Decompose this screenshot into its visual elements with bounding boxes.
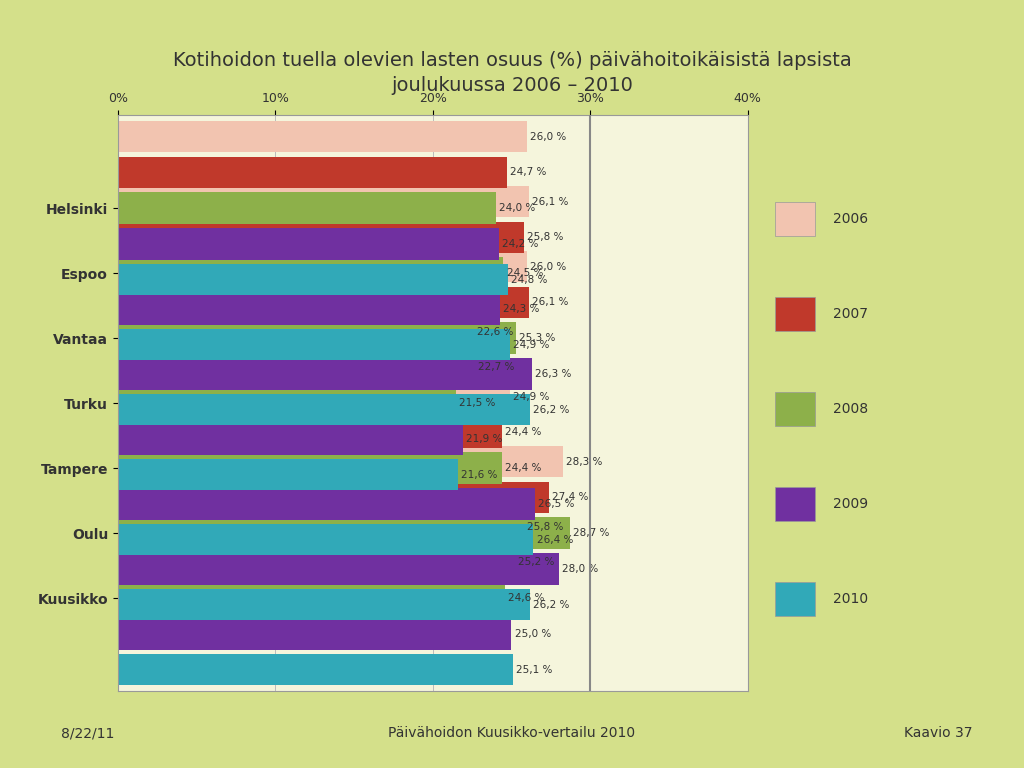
Text: 25,3 %: 25,3 %	[519, 333, 556, 343]
Text: 26,5 %: 26,5 %	[539, 499, 574, 509]
Text: 24,9 %: 24,9 %	[513, 392, 549, 402]
FancyBboxPatch shape	[775, 392, 815, 426]
Bar	[118, 518, 569, 549]
Text: 26,0 %: 26,0 %	[530, 131, 566, 141]
FancyBboxPatch shape	[775, 202, 815, 237]
Bar	[118, 323, 516, 354]
Text: 24,7 %: 24,7 %	[510, 167, 546, 177]
Text: 24,8 %: 24,8 %	[511, 275, 548, 285]
Text: 24,5 %: 24,5 %	[507, 268, 543, 278]
Bar	[118, 482, 549, 513]
Text: Päivähoidon Kuusikko-vertailu 2010: Päivähoidon Kuusikko-vertailu 2010	[388, 727, 636, 740]
Bar	[118, 293, 501, 325]
Bar	[118, 186, 528, 217]
Bar	[118, 121, 527, 152]
Bar	[118, 553, 559, 584]
Text: 21,9 %: 21,9 %	[466, 434, 502, 444]
Bar	[118, 329, 510, 360]
Bar	[118, 157, 507, 188]
Text: 28,3 %: 28,3 %	[566, 457, 603, 467]
Text: 27,4 %: 27,4 %	[552, 492, 589, 502]
Text: 21,6 %: 21,6 %	[461, 470, 498, 480]
Text: Kotihoidon tuella olevien lasten osuus (%) päivähoitoikäisistä lapsista
joulukuu: Kotihoidon tuella olevien lasten osuus (…	[173, 51, 851, 95]
Bar	[118, 423, 463, 455]
Text: 22,7 %: 22,7 %	[478, 362, 515, 372]
Text: 25,8 %: 25,8 %	[527, 233, 563, 243]
Bar	[118, 589, 530, 621]
Bar	[118, 582, 505, 614]
Text: 26,2 %: 26,2 %	[534, 405, 569, 415]
Text: 24,6 %: 24,6 %	[508, 593, 545, 603]
Bar	[118, 446, 563, 478]
Text: 24,0 %: 24,0 %	[499, 204, 535, 214]
Bar	[118, 286, 528, 318]
Bar	[118, 381, 510, 412]
Bar	[118, 417, 502, 449]
Text: 8/22/11: 8/22/11	[61, 727, 115, 740]
Bar	[118, 511, 524, 542]
Bar	[118, 654, 513, 686]
Bar	[118, 316, 473, 347]
Bar	[118, 222, 524, 253]
Text: 28,7 %: 28,7 %	[572, 528, 609, 538]
Bar	[118, 352, 475, 383]
Text: 24,4 %: 24,4 %	[505, 463, 542, 473]
Text: 28,0 %: 28,0 %	[562, 564, 598, 574]
Bar	[118, 358, 531, 389]
Text: 25,1 %: 25,1 %	[516, 665, 553, 675]
Text: 2009: 2009	[833, 497, 867, 511]
Text: 25,2 %: 25,2 %	[518, 558, 554, 568]
Bar	[118, 488, 535, 520]
Text: 25,8 %: 25,8 %	[527, 521, 563, 531]
Bar	[118, 452, 502, 484]
Text: 24,2 %: 24,2 %	[502, 239, 539, 249]
Text: 24,3 %: 24,3 %	[504, 304, 540, 314]
Bar	[118, 547, 514, 578]
Text: 26,1 %: 26,1 %	[531, 197, 568, 207]
Bar	[118, 524, 534, 555]
Bar	[118, 459, 458, 491]
Text: 24,9 %: 24,9 %	[513, 339, 549, 349]
Text: 26,1 %: 26,1 %	[531, 297, 568, 307]
Bar	[118, 264, 508, 296]
Bar	[118, 193, 496, 224]
Text: 2006: 2006	[833, 212, 867, 226]
Text: 2007: 2007	[833, 307, 867, 321]
Text: 24,4 %: 24,4 %	[505, 428, 542, 438]
Bar	[118, 228, 499, 260]
Bar	[118, 618, 511, 650]
FancyBboxPatch shape	[775, 582, 815, 617]
Text: Kaavio 37: Kaavio 37	[904, 727, 973, 740]
Text: 25,0 %: 25,0 %	[514, 629, 551, 639]
Text: 2008: 2008	[833, 402, 867, 416]
Bar	[118, 257, 504, 289]
Text: 26,0 %: 26,0 %	[530, 262, 566, 272]
FancyBboxPatch shape	[775, 296, 815, 331]
Text: 2010: 2010	[833, 592, 867, 606]
FancyBboxPatch shape	[775, 487, 815, 521]
Text: 26,2 %: 26,2 %	[534, 600, 569, 610]
Text: 22,6 %: 22,6 %	[477, 326, 513, 336]
Text: 26,3 %: 26,3 %	[535, 369, 571, 379]
Text: 26,4 %: 26,4 %	[537, 535, 572, 545]
Bar	[118, 251, 527, 283]
Bar	[118, 394, 530, 425]
Bar	[118, 388, 457, 419]
Text: 21,5 %: 21,5 %	[460, 398, 496, 409]
